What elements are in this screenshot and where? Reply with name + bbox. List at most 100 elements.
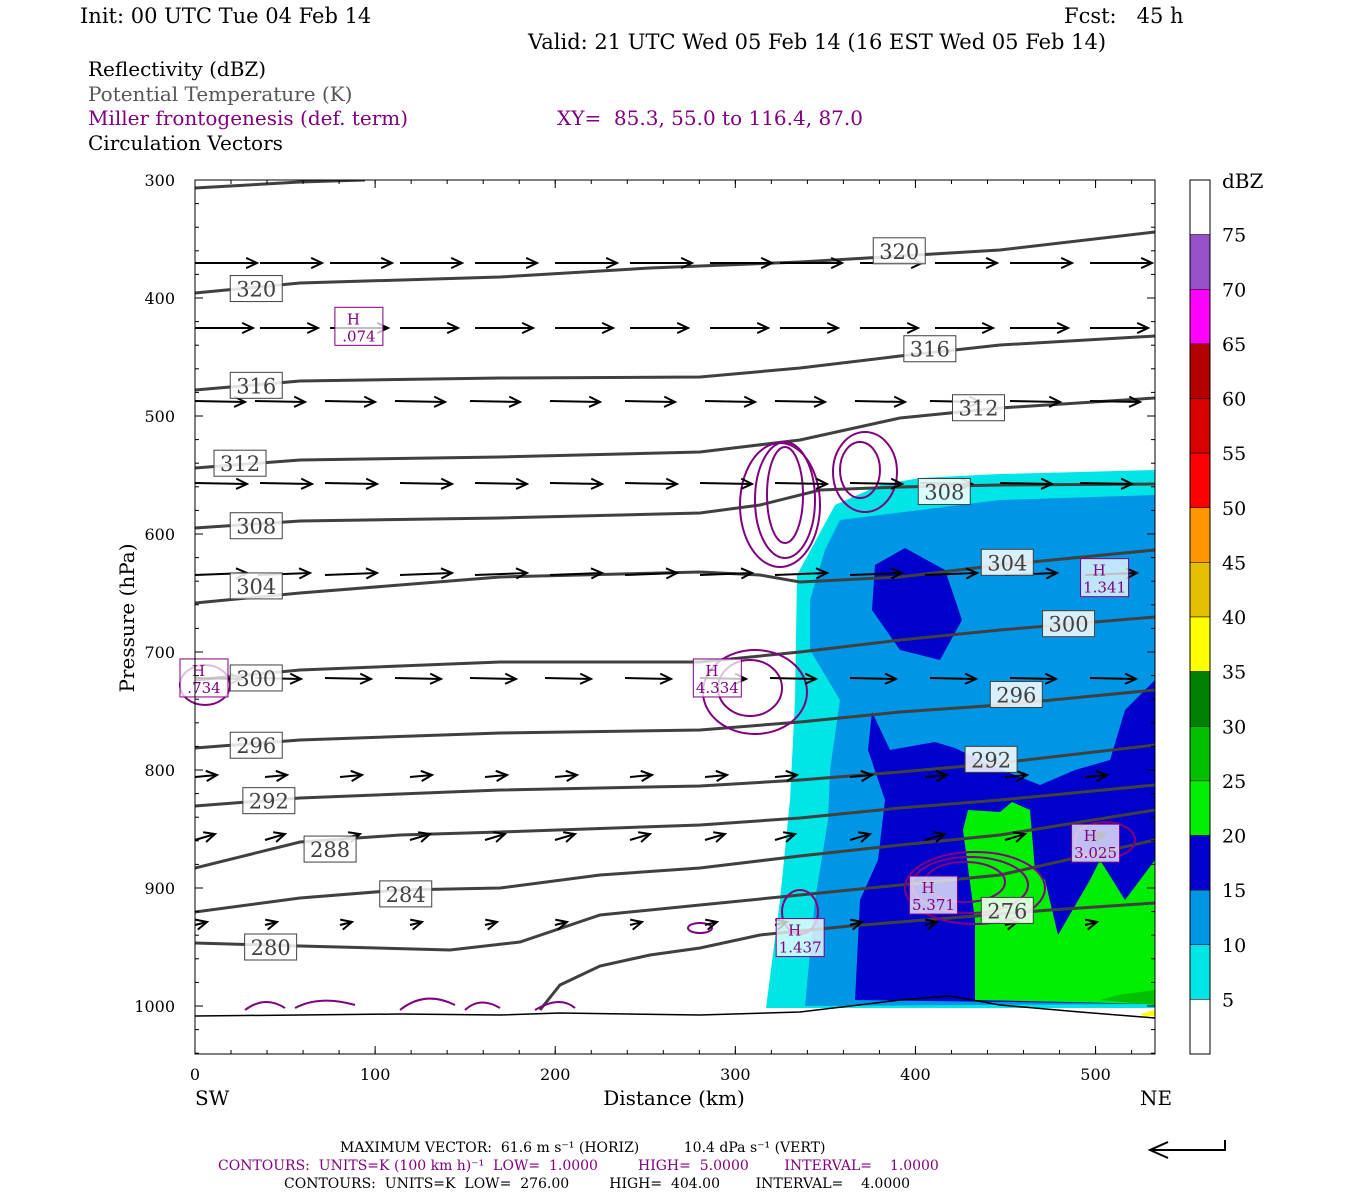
- vector-head: [740, 477, 755, 490]
- circulation-vector: [339, 774, 363, 778]
- colorbar-label: 60: [1222, 389, 1246, 411]
- y-tick-label: 1000: [134, 997, 175, 1016]
- circulation-vector: [849, 677, 897, 680]
- vector-head: [965, 567, 980, 580]
- vector-head: [310, 256, 325, 270]
- fronto-high-value: 5.371: [912, 896, 955, 914]
- theta-line-284: [195, 808, 1155, 914]
- circulation-vector: [264, 833, 286, 841]
- reference-vector-arrow: [1147, 1140, 1226, 1159]
- theta-label: 312: [958, 397, 998, 421]
- theta-label: 316: [910, 338, 950, 362]
- y-tick-label: 400: [144, 289, 175, 308]
- circulation-vector: [324, 400, 376, 403]
- vector-head: [925, 918, 940, 931]
- circulation-vector: [769, 677, 817, 680]
- theta-label-box: [229, 664, 283, 692]
- circulation-vector: [324, 572, 378, 576]
- cross-section-xy: XY= 85.3, 55.0 to 116.4, 87.0: [557, 106, 863, 130]
- vector-head: [890, 567, 905, 580]
- max-vector-text: MAXIMUM VECTOR: 61.6 m s⁻¹ (HORIZ) 10.4 …: [340, 1140, 826, 1156]
- init-time: Init: 00 UTC Tue 04 Feb 14: [80, 4, 372, 28]
- vector-head: [715, 769, 730, 782]
- fronto-high-value: 4.334: [696, 679, 739, 697]
- circulation-vector: [624, 400, 676, 403]
- fronto-ring: [687, 922, 713, 934]
- vector-head: [665, 567, 680, 580]
- fronto-high-letter: H: [347, 310, 360, 328]
- vector-head: [590, 477, 605, 490]
- circulation-vector: [324, 482, 378, 485]
- circulation-vector: [854, 400, 906, 403]
- fronto-ring: [739, 442, 821, 568]
- circulation-vector: [194, 482, 248, 485]
- theta-label-box: [242, 787, 296, 815]
- vector-head: [359, 672, 374, 685]
- legend-theta: Potential Temperature (K): [88, 82, 353, 106]
- x-tick-label: 400: [900, 1065, 931, 1084]
- circulation-vector: [1009, 677, 1057, 680]
- theta-label-box: [1042, 610, 1096, 638]
- theta-label: 292: [971, 748, 1011, 772]
- fronto-high-box: [692, 658, 742, 698]
- circulation-vector: [1089, 400, 1141, 403]
- circulation-vector: [924, 774, 948, 778]
- vector-head: [450, 256, 465, 270]
- theta-label: 300: [1048, 613, 1088, 637]
- y-tick-label: 300: [144, 171, 175, 190]
- legend-vectors: Circulation Vectors: [88, 131, 283, 155]
- vector-head: [906, 321, 921, 335]
- circulation-vector: [629, 774, 653, 778]
- vector-head: [202, 831, 218, 843]
- vector-head: [340, 918, 355, 931]
- vector-head: [830, 256, 845, 270]
- colorbar-swatch: [1189, 562, 1211, 618]
- theta-label: 292: [249, 790, 289, 814]
- reference-arrow-head: [1147, 1141, 1169, 1159]
- circulation-vector: [999, 482, 1053, 485]
- vector-head: [363, 395, 378, 408]
- theta-label: 300: [236, 667, 276, 691]
- y-tick-label: 900: [144, 879, 175, 898]
- vector-head: [380, 256, 395, 270]
- vector-head: [826, 321, 841, 335]
- vector-head: [1045, 567, 1060, 580]
- vector-head: [235, 477, 250, 490]
- legend-frontogenesis: Miller frontogenesis (def. term): [88, 106, 409, 130]
- circulation-vector: [774, 482, 828, 485]
- theta-label-box: [951, 394, 1005, 422]
- vector-head: [640, 769, 655, 782]
- vector-head: [410, 918, 425, 931]
- theta-line-300: [195, 615, 1155, 682]
- vector-head: [813, 395, 828, 408]
- circulation-vector: [849, 774, 873, 778]
- vector-head: [1044, 672, 1059, 685]
- vector-head: [293, 395, 308, 408]
- vector-head: [521, 321, 536, 335]
- colorbar-label: 20: [1222, 826, 1246, 848]
- circulation-vector: [474, 572, 528, 576]
- theta-label: 312: [220, 452, 260, 476]
- vector-head: [712, 831, 728, 843]
- circulation-vector: [399, 572, 453, 576]
- colorbar-swatch: [1189, 398, 1211, 454]
- vector-head: [195, 918, 210, 931]
- circulation-vector: [324, 677, 372, 680]
- vector-head: [289, 672, 304, 685]
- theta-label-box: [379, 880, 433, 908]
- circulation-vector: [409, 833, 431, 841]
- vector-head: [1060, 256, 1075, 270]
- colorbar-swatch: [1189, 507, 1211, 563]
- fronto-high-box: [334, 306, 384, 346]
- fronto-high-value: .074: [342, 327, 375, 345]
- circulation-vector: [254, 400, 306, 403]
- theta-label: 316: [236, 374, 276, 398]
- vector-head: [275, 769, 290, 782]
- theta-label: 304: [236, 575, 276, 599]
- vector-head: [365, 567, 380, 580]
- circulation-vector: [1004, 774, 1028, 778]
- circulation-vector: [264, 774, 288, 778]
- vector-head: [1120, 477, 1135, 490]
- fronto-high-value: 1.437: [779, 939, 822, 957]
